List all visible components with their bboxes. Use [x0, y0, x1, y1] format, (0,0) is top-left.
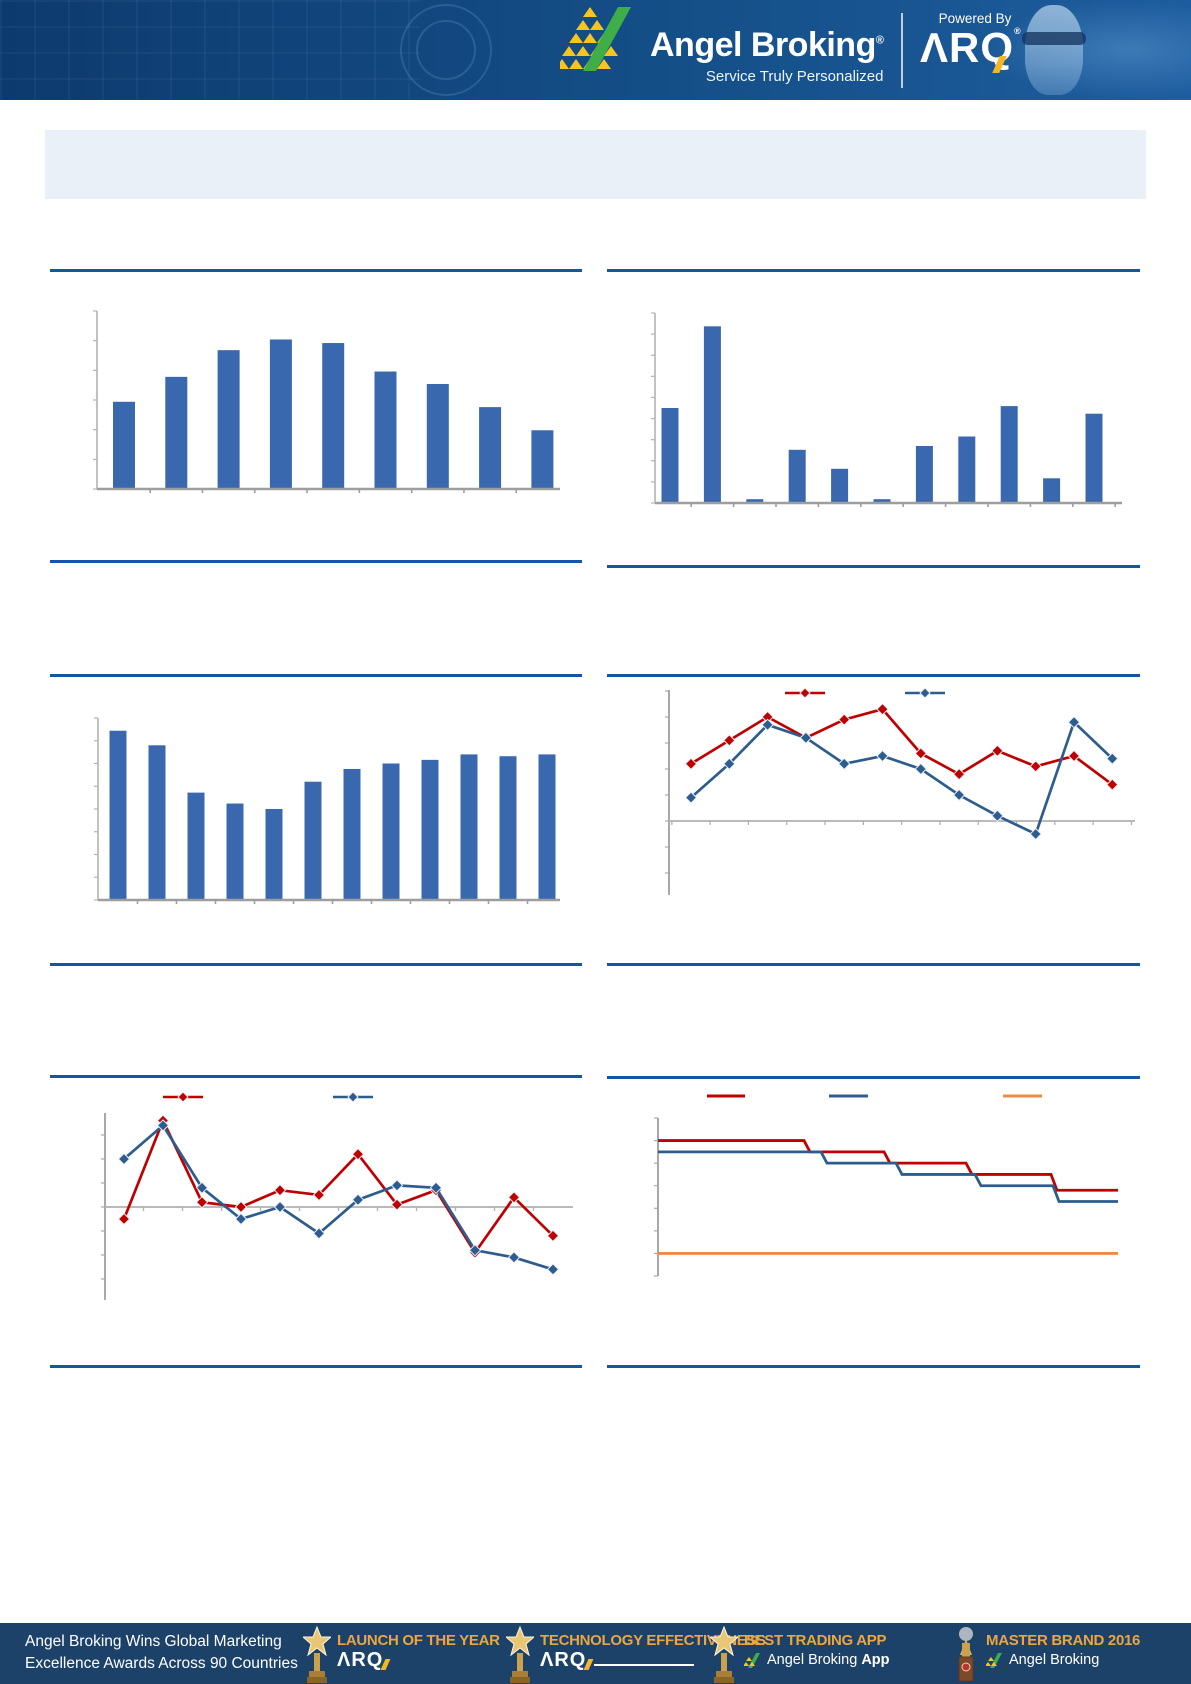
section-rule	[607, 963, 1140, 966]
cyborg-visor-graphic	[1022, 32, 1086, 45]
footer-message-line1: Angel Broking Wins Global Marketing	[25, 1633, 282, 1650]
award-title: LAUNCH OF THE YEAR	[337, 1632, 500, 1649]
underline-decoration	[594, 1664, 695, 1666]
footer: Angel Broking Wins Global Marketing Exce…	[0, 1623, 1191, 1684]
tech-pattern-decoration	[0, 0, 420, 100]
section-rule	[50, 269, 582, 272]
section-rule	[50, 963, 582, 966]
award-subtitle-arq: ΛRQ	[337, 1649, 500, 1671]
section-rule	[607, 269, 1140, 272]
award-title: MASTER BRAND 2016	[986, 1632, 1141, 1649]
award-best-trading-app: BEST TRADING APP Angel Broking App	[710, 1625, 890, 1683]
registered-mark: ®	[1014, 26, 1022, 36]
star-trophy-icon	[506, 1625, 534, 1683]
brand-block: Angel Broking® Service Truly Personalize…	[650, 26, 884, 85]
footer-message-line2: Excellence Awards Across 90 Countries	[25, 1655, 298, 1672]
brand-tagline: Service Truly Personalized	[705, 68, 884, 85]
award-subtitle-brand: Angel Broking	[986, 1652, 1140, 1668]
header-divider	[901, 13, 903, 88]
dual-line-chart-mid-right	[663, 685, 1138, 900]
brand-name: Angel Broking®	[650, 26, 884, 64]
section-rule	[50, 674, 582, 677]
award-launch-of-the-year: LAUNCH OF THE YEAR ΛRQ	[303, 1625, 500, 1683]
section-rule	[50, 1365, 582, 1368]
section-rule	[607, 565, 1140, 568]
star-trophy-icon	[710, 1625, 738, 1683]
bar-chart-top-right	[650, 307, 1130, 507]
registered-mark: ®	[875, 34, 884, 47]
angel-broking-mini-logo-icon	[986, 1652, 1002, 1668]
award-subtitle-arq: ΛRQ	[540, 1649, 766, 1671]
section-rule	[607, 1076, 1140, 1079]
award-title: TECHNOLOGY EFFECTIVENESS	[540, 1632, 766, 1649]
circuit-ring-decoration	[400, 4, 492, 96]
section-rule	[607, 1365, 1140, 1368]
section-rule	[50, 560, 582, 563]
star-trophy-icon	[303, 1625, 331, 1683]
header-glow-decoration	[980, 0, 1191, 100]
footer-message: Angel Broking Wins Global Marketing Exce…	[25, 1631, 298, 1675]
bar-chart-mid-left	[93, 712, 568, 907]
arq-block: Powered By ΛRQ®	[920, 11, 1030, 73]
header: Angel Broking® Service Truly Personalize…	[0, 0, 1191, 100]
dual-line-chart-bottom-left	[100, 1090, 580, 1305]
circuit-ring-decoration	[416, 20, 476, 80]
cyborg-head-graphic	[1025, 5, 1083, 95]
powered-by-label: Powered By	[938, 11, 1012, 26]
arq-logotype: ΛRQ®	[920, 24, 1022, 73]
award-subtitle-app: Angel Broking App	[744, 1652, 890, 1668]
angel-broking-mini-logo-icon	[744, 1652, 760, 1668]
section-rule	[50, 1075, 582, 1078]
angel-broking-logo-icon	[560, 7, 631, 71]
section-rule	[607, 674, 1140, 677]
award-title: BEST TRADING APP	[744, 1632, 887, 1649]
step-line-chart-bottom-right	[652, 1090, 1132, 1290]
bar-chart-top-left	[90, 305, 565, 497]
award-master-brand-2016: MASTER BRAND 2016 Angel Broking	[952, 1625, 1140, 1683]
award-technology-effectiveness: TECHNOLOGY EFFECTIVENESS ΛRQ	[506, 1625, 766, 1683]
statue-trophy-icon	[958, 1627, 974, 1682]
title-banner	[45, 130, 1146, 199]
